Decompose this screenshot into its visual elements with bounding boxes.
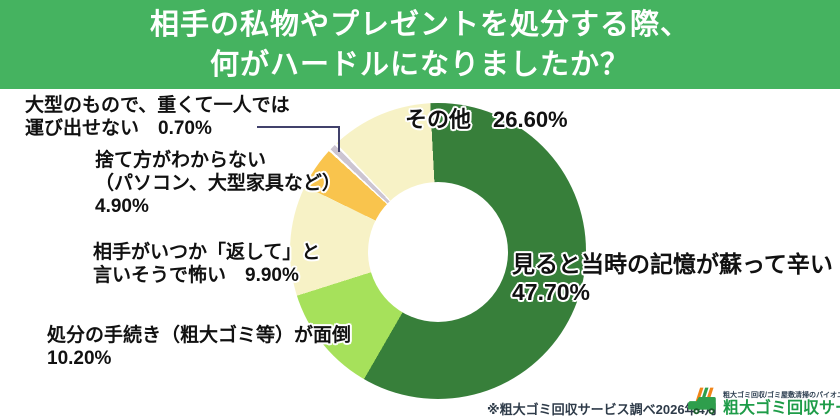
callout-procedure-line1: 処分の手続き（粗大ゴミ等）が面倒 — [47, 325, 352, 346]
callout-large-heavy-line2: 運び出せない 0.70% — [25, 118, 212, 139]
survey-source-note: ※粗大ゴミ回収サービス調べ2026年4月 — [487, 402, 718, 417]
callout-dont-know-line2: （パソコン、大型家具など） — [95, 173, 341, 194]
logo-tagline: 粗大ゴミ回収/ゴミ屋敷清掃のパイオニア — [723, 392, 840, 399]
callout-return-fear-line2: 言いそうで怖い 9.90% — [93, 265, 299, 286]
leader-line-vertical — [338, 126, 340, 152]
donut-hole — [368, 182, 508, 322]
page-title-line1: 相手の私物やプレゼントを処分する際、 — [149, 8, 690, 41]
title-banner: 相手の私物やプレゼントを処分する際、 何がハードルになりましたか？ — [0, 0, 840, 89]
callout-dont-know-line1: 捨て方がわからない — [95, 150, 267, 171]
company-logo: 粗大ゴミ回収/ゴミ屋敷清掃のパイオニア 粗大ゴミ回収サービス — [687, 380, 840, 418]
logo-name: 粗大ゴミ回収サービス — [723, 400, 840, 417]
callout-memories: 見ると当時の記憶が蘇って辛い 47.70% — [512, 250, 833, 306]
leader-line-horizontal — [257, 126, 340, 128]
page-title-line2: 何がハードルになりましたか？ — [209, 48, 630, 81]
callout-procedure: 処分の手続き（粗大ゴミ等）が面倒 10.20% — [47, 324, 351, 370]
callout-dont-know-line3: 4.90% — [95, 196, 149, 217]
callout-memories-line2: 47.70% — [512, 279, 591, 305]
callout-large-heavy-line1: 大型のもので、重くて一人では — [25, 95, 290, 116]
callout-return-fear-line1: 相手がいつか「返して」と — [93, 242, 321, 263]
callout-memories-line1: 見ると当時の記憶が蘇って辛い — [512, 251, 833, 277]
logo-text: 粗大ゴミ回収/ゴミ屋敷清掃のパイオニア 粗大ゴミ回収サービス — [723, 390, 840, 418]
callout-dont-know: 捨て方がわからない （パソコン、大型家具など） 4.90% — [95, 149, 341, 218]
callout-return-fear: 相手がいつか「返して」と 言いそうで怖い 9.90% — [93, 241, 320, 287]
callout-procedure-line2: 10.20% — [47, 348, 112, 369]
truck-icon — [688, 387, 716, 415]
callout-other: その他 26.60% — [405, 107, 568, 132]
callout-large-heavy: 大型のもので、重くて一人では 運び出せない 0.70% — [25, 94, 290, 140]
